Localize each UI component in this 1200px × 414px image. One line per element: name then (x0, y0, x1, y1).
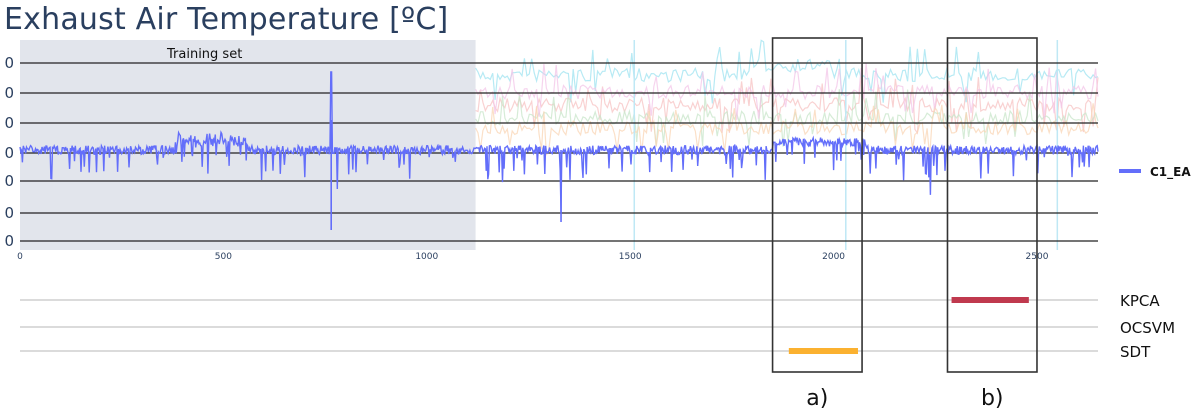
x-tick-label: 2000 (822, 252, 845, 262)
y-tick-label: 0 (4, 84, 14, 102)
chart-title: Exhaust Air Temperature [ºC] (4, 2, 449, 37)
training-set-label: Training set (166, 47, 242, 62)
highlight-box (946, 37, 1038, 373)
y-tick-label: 0 (4, 144, 14, 162)
highlight-box-label: a) (806, 386, 828, 411)
ghost-series-line (475, 39, 1099, 104)
legend: C1_EA (1119, 165, 1191, 180)
track-label: KPCA (1120, 292, 1160, 310)
highlight-box-label: b) (981, 386, 1004, 411)
y-tick-label: 0 (4, 204, 14, 222)
x-tick-label: 1500 (619, 252, 642, 262)
y-tick-label: 0 (4, 172, 14, 190)
c1-ea-series (19, 71, 1099, 230)
track-label: OCSVM (1120, 319, 1175, 337)
y-tick-label: 0 (4, 114, 14, 132)
highlight-box (771, 37, 863, 373)
ghost-series-line (475, 63, 1099, 120)
x-tick-labels: 0 500 1000 1500 2000 2500 (17, 252, 1049, 262)
track-label: SDT (1120, 343, 1151, 361)
x-tick-label: 500 (215, 252, 232, 262)
x-tick-label: 1000 (415, 252, 438, 262)
series-line-c1-ea (19, 71, 1099, 213)
highlight-boxes: a) b) (771, 37, 1038, 411)
legend-label-c1-ea: C1_EA (1150, 165, 1191, 180)
detector-tracks: KPCA OCSVM SDT (20, 292, 1175, 361)
ghost-series-line (475, 103, 1099, 157)
y-tick-label: 0 (4, 54, 14, 72)
y-tick-label: 0 (4, 232, 14, 250)
y-tick-labels: 0 0 0 0 0 0 0 (4, 54, 14, 250)
ghost-series-line (475, 89, 1099, 147)
x-tick-label: 0 (17, 252, 23, 262)
